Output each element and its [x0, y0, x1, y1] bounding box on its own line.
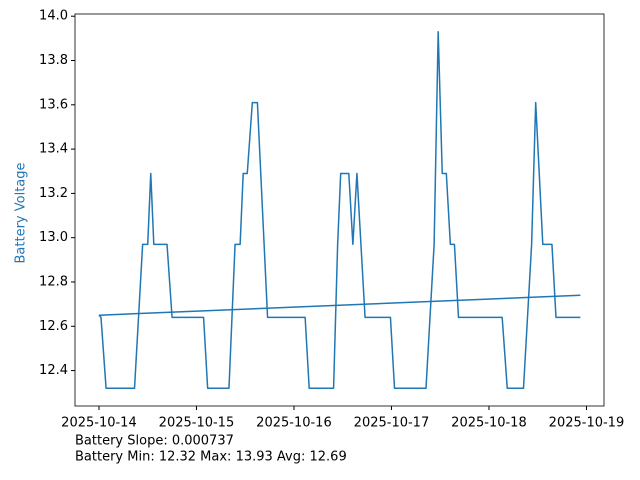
- y-tick-label: 14.0: [39, 9, 68, 24]
- y-tick-label: 12.6: [39, 319, 68, 334]
- line: [98, 294, 581, 316]
- plot-frame: [74, 13, 605, 407]
- y-tick-label: 13.4: [39, 142, 68, 157]
- annotation: Battery Min: 12.32 Max: 13.93 Avg: 12.69: [75, 450, 347, 465]
- line: [98, 30, 581, 390]
- y-tick-label: 13.0: [39, 230, 68, 245]
- y-tick-label: 13.6: [39, 97, 68, 112]
- x-tick-label: 2025-10-17: [354, 416, 430, 431]
- y-tick-label: 13.2: [39, 186, 68, 201]
- x-tick-label: 2025-10-14: [61, 416, 137, 431]
- y-tick-label: 12.4: [39, 363, 68, 378]
- y-tick-label: 13.8: [39, 53, 68, 68]
- x-tick-label: 2025-10-19: [549, 416, 625, 431]
- x-tick-label: 2025-10-15: [159, 416, 235, 431]
- x-tick-label: 2025-10-16: [256, 416, 332, 431]
- annotation: Battery Slope: 0.000737: [75, 434, 234, 449]
- y-axis-label: Battery Voltage: [14, 162, 29, 263]
- x-tick-label: 2025-10-18: [451, 416, 527, 431]
- y-tick-label: 12.8: [39, 274, 68, 289]
